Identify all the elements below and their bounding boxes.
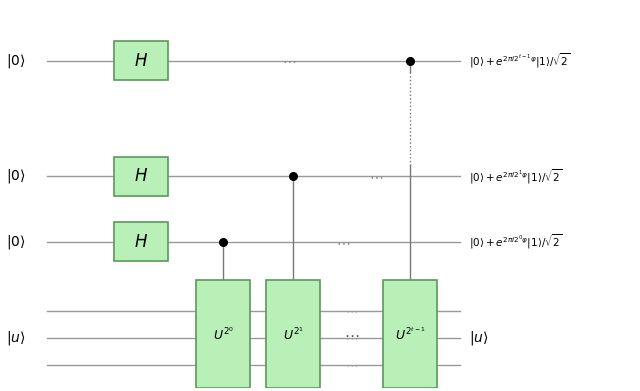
Text: $H$: $H$ xyxy=(134,167,148,185)
Text: $|0\rangle$: $|0\rangle$ xyxy=(6,52,26,70)
Text: $|0\rangle$: $|0\rangle$ xyxy=(6,167,26,185)
Text: $|0\rangle + e^{2\pi i 2^{1}\varphi}|1\rangle/\sqrt{2}$: $|0\rangle + e^{2\pi i 2^{1}\varphi}|1\r… xyxy=(469,167,563,186)
Text: $|0\rangle + e^{2\pi i 2^{0}\varphi}|1\rangle/\sqrt{2}$: $|0\rangle + e^{2\pi i 2^{0}\varphi}|1\r… xyxy=(469,232,563,251)
Text: $\cdots$: $\cdots$ xyxy=(344,327,360,342)
Bar xyxy=(266,280,320,388)
Text: $\cdots$: $\cdots$ xyxy=(336,235,350,249)
Text: $H$: $H$ xyxy=(134,233,148,251)
Text: $\cdots$: $\cdots$ xyxy=(345,359,358,371)
Bar xyxy=(114,222,168,261)
Text: $\cdots$: $\cdots$ xyxy=(282,54,296,68)
Bar xyxy=(114,41,168,80)
Text: $\cdots$: $\cdots$ xyxy=(345,305,358,317)
Bar xyxy=(196,280,250,388)
Text: $|u\rangle$: $|u\rangle$ xyxy=(469,329,489,347)
Text: $U^{2^0}$: $U^{2^0}$ xyxy=(212,326,234,343)
Text: $U^{2^{t-1}}$: $U^{2^{t-1}}$ xyxy=(395,326,426,343)
Text: $|u\rangle$: $|u\rangle$ xyxy=(6,329,26,347)
Text: $|0\rangle + e^{2\pi i 2^{t-1}\varphi}|1\rangle/\sqrt{2}$: $|0\rangle + e^{2\pi i 2^{t-1}\varphi}|1… xyxy=(469,51,571,70)
Text: $|0\rangle$: $|0\rangle$ xyxy=(6,233,26,251)
Text: $U^{2^1}$: $U^{2^1}$ xyxy=(282,326,303,343)
Bar xyxy=(383,280,437,388)
Text: $\cdots$: $\cdots$ xyxy=(369,169,383,183)
Text: $H$: $H$ xyxy=(134,52,148,70)
Bar xyxy=(114,157,168,196)
Text: $\cdots$: $\cdots$ xyxy=(345,332,358,344)
